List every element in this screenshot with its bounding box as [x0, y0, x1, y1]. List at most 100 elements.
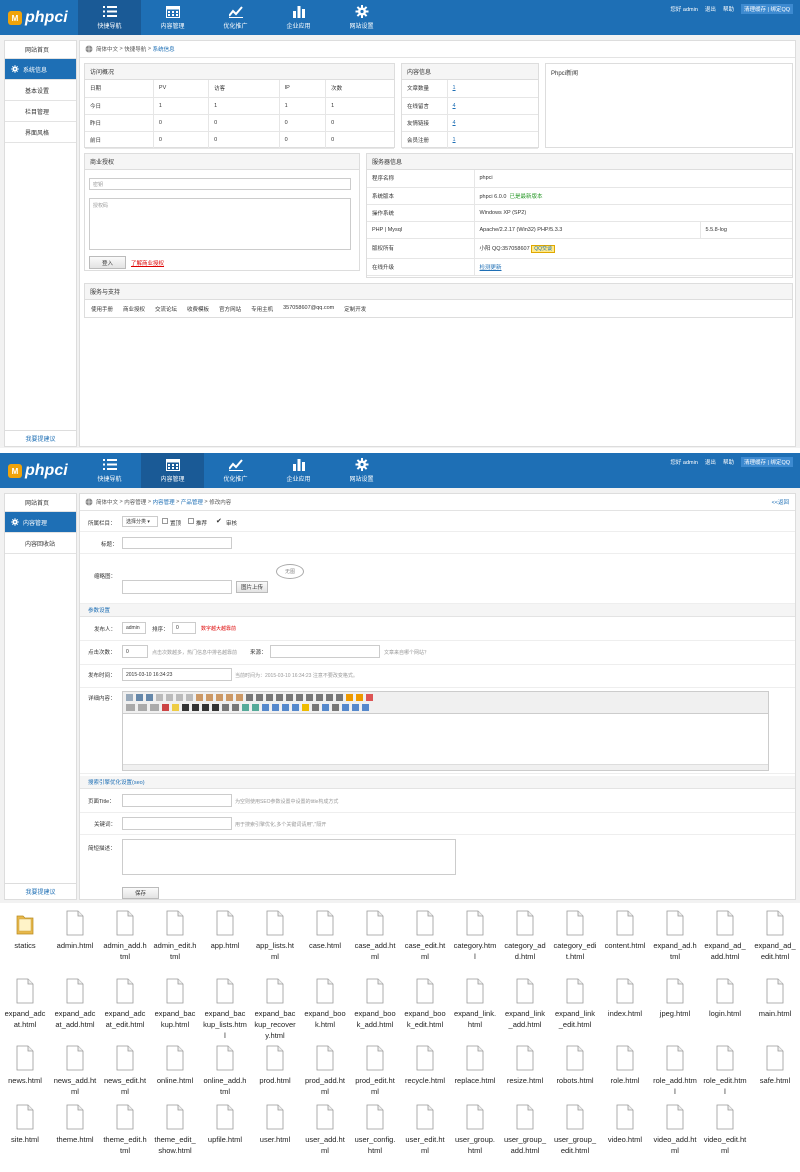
paste-text-icon[interactable] — [226, 694, 233, 701]
bold-icon[interactable] — [182, 704, 189, 711]
file-item[interactable]: jpeg.html — [651, 978, 699, 1019]
file-item[interactable]: expand_adcat.html — [1, 978, 49, 1030]
file-item[interactable]: user_group_edit.html — [551, 1104, 599, 1156]
crumb-quick-nav[interactable]: 快捷导航 — [124, 47, 147, 53]
source-icon[interactable] — [126, 694, 133, 701]
file-item[interactable]: admin_edit.html — [151, 910, 199, 962]
feedback-link[interactable]: 我要提建议 — [5, 883, 76, 899]
print-icon[interactable] — [166, 694, 173, 701]
file-item[interactable]: category_edit.html — [551, 910, 599, 962]
paste-word-icon[interactable] — [236, 694, 243, 701]
back-link[interactable]: <<返回 — [771, 500, 789, 506]
file-item[interactable]: content.html — [601, 910, 649, 951]
title-input[interactable] — [122, 537, 232, 549]
file-item[interactable]: user_edit.html — [401, 1104, 449, 1156]
template-icon[interactable] — [176, 694, 183, 701]
hr-icon[interactable] — [312, 704, 319, 711]
ordered-list-icon[interactable] — [286, 694, 293, 701]
date-input[interactable]: 2015-03-10 16:34:23 — [122, 668, 232, 681]
indent-icon[interactable] — [306, 694, 313, 701]
views-input[interactable]: 0 — [122, 645, 148, 658]
file-item[interactable]: news.html — [1, 1045, 49, 1086]
logo[interactable]: M phpci — [8, 8, 68, 28]
file-item[interactable]: resize.html — [501, 1045, 549, 1086]
file-item[interactable]: theme_edit_show.html — [151, 1104, 199, 1156]
keywords-input[interactable] — [122, 817, 232, 830]
file-item[interactable]: expand_link.html — [451, 978, 499, 1030]
sidebar-item-columns[interactable]: 栏目管理 — [5, 101, 76, 122]
logo[interactable]: M phpci — [8, 461, 68, 481]
tab-settings[interactable]: 网站设置 — [330, 0, 393, 35]
crumb-content[interactable]: 内容管理 — [124, 500, 147, 506]
file-item[interactable]: expand_ad.html — [651, 910, 699, 962]
file-item[interactable]: expand_adcat_add.html — [51, 978, 99, 1030]
logout-link[interactable]: 退出 — [704, 460, 716, 466]
help-link[interactable]: 帮助 — [722, 7, 734, 13]
file-item[interactable]: admin.html — [51, 910, 99, 951]
file-item[interactable]: video_add.html — [651, 1104, 699, 1156]
file-item[interactable]: category_add.html — [501, 910, 549, 962]
crumb-content2[interactable]: 内容管理 — [152, 500, 175, 506]
heading-icon[interactable] — [126, 704, 135, 711]
upload-button[interactable]: 图片上传 — [236, 581, 268, 593]
editor-resize-bar[interactable] — [123, 764, 768, 770]
map-icon[interactable] — [322, 704, 329, 711]
file-item[interactable]: role_add.html — [651, 1045, 699, 1097]
about-icon[interactable] — [362, 704, 369, 711]
file-item[interactable]: case_add.html — [351, 910, 399, 962]
file-item[interactable]: safe.html — [751, 1045, 799, 1086]
support-link[interactable]: 357058607@qq.com — [283, 305, 335, 311]
file-item[interactable]: replace.html — [451, 1045, 499, 1086]
file-item[interactable]: news_edit.html — [101, 1045, 149, 1097]
file-item[interactable]: expand_link_add.html — [501, 978, 549, 1030]
category-select[interactable]: 选择分类 ▾ — [122, 516, 158, 527]
file-item[interactable]: role.html — [601, 1045, 649, 1086]
sidebar-item-content[interactable]: 内容管理 — [5, 512, 76, 533]
media-icon[interactable] — [272, 704, 279, 711]
underline-icon[interactable] — [202, 704, 209, 711]
file-item[interactable]: expand_ad_add.html — [701, 910, 749, 962]
flash-icon[interactable] — [262, 704, 269, 711]
tab-apps[interactable]: 企业应用 — [267, 453, 330, 488]
author-input[interactable]: admin — [122, 622, 146, 634]
text-color-icon[interactable] — [162, 704, 169, 711]
license-key-input[interactable]: 密钥 — [89, 178, 351, 190]
file-item[interactable]: admin_add.html — [101, 910, 149, 962]
file-item[interactable]: user_group_add.html — [501, 1104, 549, 1156]
file-item[interactable]: case_edit.html — [401, 910, 449, 962]
file-item[interactable]: login.html — [701, 978, 749, 1019]
file-item[interactable]: case.html — [301, 910, 349, 951]
file-item[interactable]: robots.html — [551, 1045, 599, 1086]
help-link[interactable]: 帮助 — [722, 460, 734, 466]
highlight-icon[interactable] — [172, 704, 179, 711]
align-right-icon[interactable] — [266, 694, 273, 701]
remove-format-icon[interactable] — [232, 704, 239, 711]
file-item[interactable]: user_add.html — [301, 1104, 349, 1156]
italic-icon[interactable] — [192, 704, 199, 711]
file-item[interactable]: online.html — [151, 1045, 199, 1086]
tab-quick-nav[interactable]: 快捷导航 — [78, 453, 141, 488]
support-link[interactable]: 使用手册 — [91, 307, 114, 313]
article-count-link[interactable]: 1 — [452, 85, 456, 92]
login-button[interactable]: 登入 — [89, 256, 126, 269]
file-item[interactable]: prod_add.html — [301, 1045, 349, 1097]
file-item[interactable]: upfile.html — [201, 1104, 249, 1145]
file-item[interactable]: expand_adcat_edit.html — [101, 978, 149, 1030]
support-link[interactable]: 收费模板 — [187, 307, 210, 313]
page-title-input[interactable] — [122, 794, 232, 807]
sidebar-item-home[interactable]: 网站首页 — [5, 41, 76, 59]
tab-settings[interactable]: 网站设置 — [330, 453, 393, 488]
file-item[interactable]: theme.html — [51, 1104, 99, 1145]
link-count-link[interactable]: 4 — [452, 119, 456, 126]
file-item[interactable]: index.html — [601, 978, 649, 1019]
tab-content[interactable]: 内容管理 — [141, 453, 204, 488]
top-checkbox[interactable] — [162, 518, 168, 524]
file-item[interactable]: app_lists.html — [251, 910, 299, 962]
support-link[interactable]: 定制开发 — [344, 307, 367, 313]
file-item[interactable]: expand_ad_edit.html — [751, 910, 799, 962]
crumb-lang[interactable]: 简体中文 — [96, 500, 119, 506]
file-item[interactable]: expand_backup_recovery.html — [251, 978, 299, 1041]
file-item[interactable]: expand_backup.html — [151, 978, 199, 1030]
file-item[interactable]: expand_book.html — [301, 978, 349, 1030]
check-update-link[interactable]: 检测更新 — [479, 264, 502, 271]
